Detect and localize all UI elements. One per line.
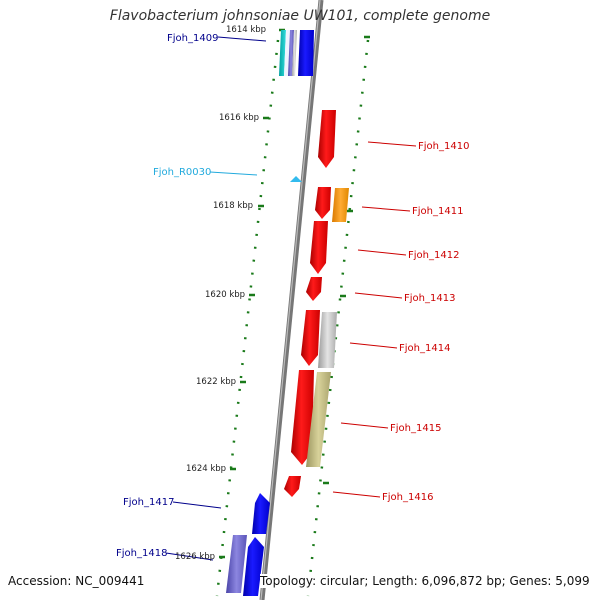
gene-labels: Fjoh_1409 Fjoh_R0030 Fjoh_1410 Fjoh_1411… [116, 33, 469, 559]
leader-fjoh-1413 [354, 292, 403, 299]
gene-fjoh-1409-gray[interactable] [292, 30, 297, 76]
kbp-label: 1614 kbp [226, 25, 266, 35]
gene-fjoh-1412[interactable] [310, 221, 328, 274]
leader-fjoh-1418 [165, 552, 214, 561]
gene-label-fjoh-1410[interactable]: Fjoh_1410 [418, 141, 469, 152]
genome-summary: Topology: circular; Length: 6,096,872 bp… [260, 574, 590, 588]
kbp-label: 1622 kbp [196, 377, 236, 387]
genome-title: Flavobacterium johnsoniae UW101, complet… [109, 8, 491, 24]
gene-label-fjoh-1417[interactable]: Fjoh_1417 [123, 497, 174, 508]
gene-fjoh-1418-slate[interactable] [226, 535, 247, 593]
gene-fjoh-1409-blue[interactable] [298, 30, 314, 76]
gene-fjoh-1411-orange[interactable] [332, 188, 349, 222]
gene-label-fjoh-1418[interactable]: Fjoh_1418 [116, 548, 167, 559]
gene-label-fjoh-1413[interactable]: Fjoh_1413 [404, 293, 455, 304]
gene-fjoh-1417[interactable] [252, 493, 270, 534]
kbp-ticks [219, 28, 370, 559]
gene-label-fjoh-1414[interactable]: Fjoh_1414 [399, 343, 450, 354]
leader-fjoh-1414 [349, 342, 398, 349]
gene-label-fjoh-1416[interactable]: Fjoh_1416 [382, 492, 433, 503]
kbp-label: 1620 kbp [205, 290, 245, 300]
gene-label-fjoh-1415[interactable]: Fjoh_1415 [390, 423, 441, 434]
gene-fjoh-1415-khaki[interactable] [306, 372, 331, 467]
gene-fjoh-1414-red[interactable] [301, 310, 320, 366]
leader-fjoh-1417 [172, 501, 222, 509]
kbp-labels: 1614 kbp 1616 kbp 1618 kbp 1620 kbp 1622… [175, 25, 266, 562]
leader-fjoh-1416 [332, 491, 381, 498]
gene-label-fjoh-1409[interactable]: Fjoh_1409 [167, 33, 218, 44]
kbp-label: 1626 kbp [175, 552, 215, 562]
gene-label-fjoh-r0030[interactable]: Fjoh_R0030 [153, 167, 211, 178]
gene-fjoh-1415-red[interactable] [291, 370, 314, 465]
gene-label-fjoh-1411[interactable]: Fjoh_1411 [412, 206, 463, 217]
leader-fjoh-1409 [217, 36, 267, 42]
genome-backbone [259, 0, 324, 601]
leader-fjoh-r0030 [209, 171, 258, 176]
kbp-label: 1624 kbp [186, 464, 226, 474]
leader-fjoh-1411 [361, 206, 411, 212]
gene-fjoh-1410[interactable] [318, 110, 336, 168]
accession-text: Accession: NC_009441 [8, 574, 145, 588]
leader-fjoh-1412 [357, 249, 407, 256]
gene-fjoh-1411-red[interactable] [315, 187, 331, 219]
label-leaders [165, 36, 417, 561]
gene-fjoh-1416[interactable] [284, 476, 301, 497]
gene-label-fjoh-1412[interactable]: Fjoh_1412 [408, 250, 459, 261]
gene-fjoh-1414-gray[interactable] [318, 312, 337, 368]
leader-fjoh-1410 [367, 141, 417, 147]
leader-fjoh-1415 [340, 422, 389, 429]
gene-cluster-fjoh-1409[interactable] [279, 30, 314, 76]
gene-fjoh-1418-blue[interactable] [243, 537, 264, 596]
gene-fjoh-1409-cyan[interactable] [279, 30, 286, 76]
genome-backbone-highlight [260, 0, 321, 601]
kbp-label: 1618 kbp [213, 201, 253, 211]
gene-fjoh-1413[interactable] [306, 277, 322, 301]
kbp-label: 1616 kbp [219, 113, 259, 123]
rna-fjoh-r0030[interactable] [290, 176, 302, 182]
